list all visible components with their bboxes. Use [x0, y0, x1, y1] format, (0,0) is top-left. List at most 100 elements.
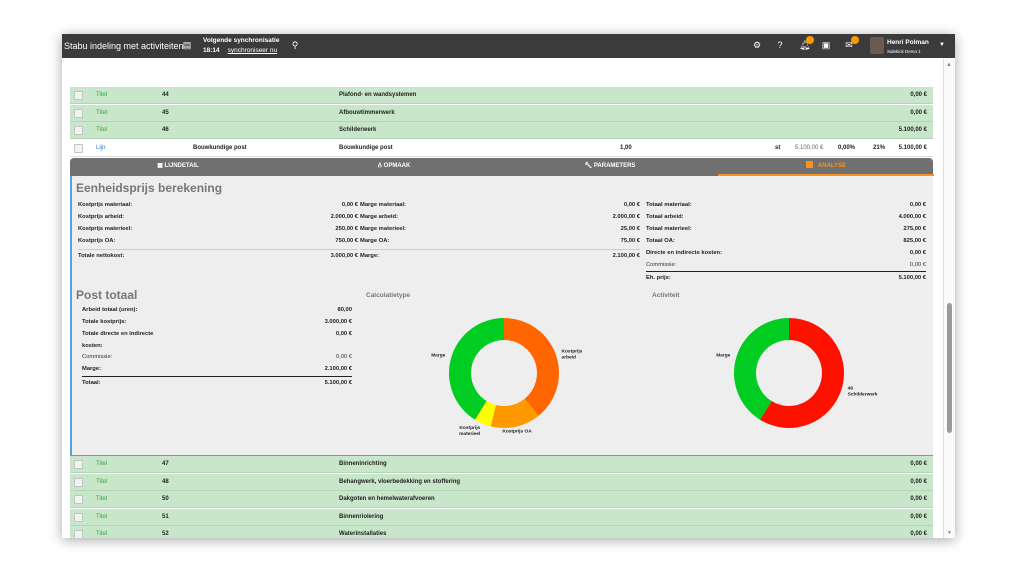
table-row[interactable]: Titel 45 Afbouwtimmerwerk 0,00 €	[70, 104, 933, 122]
row-checkbox[interactable]	[74, 495, 83, 504]
search-icon[interactable]: ⚲	[291, 40, 299, 50]
post-label-cont: kosten:	[82, 343, 103, 349]
row-type: Lijn	[96, 145, 106, 151]
kv-label: Kostprijs materiaal:	[78, 202, 133, 208]
chevron-down-icon[interactable]: ▼	[939, 42, 945, 48]
row-checkbox[interactable]	[74, 91, 83, 100]
kv-row: Marge arbeid: 2.000,00 €	[360, 211, 640, 223]
scroll-up-icon[interactable]: ▲	[946, 62, 952, 68]
row-checkbox[interactable]	[74, 108, 83, 118]
app-window: Stabu indeling met activiteiten ▤ Volgen…	[62, 34, 955, 538]
tab-label: LIJNDETAIL	[164, 163, 199, 169]
row-type: Titel	[96, 478, 108, 485]
sync-now-link[interactable]: synchroniseer nu	[227, 47, 278, 54]
row-total: 0,00 €	[910, 531, 927, 537]
kv-value: 2.000,00 €	[330, 214, 358, 220]
donut-slice[interactable]	[733, 318, 789, 420]
row-number: 51	[162, 513, 169, 520]
kv-row: Marge OA: 75,00 €	[360, 235, 640, 247]
budget-table: Titel 44 Plafond- en wandsystemen 0,00 €…	[62, 58, 943, 538]
row-total: 0,00 €	[910, 109, 927, 116]
post-row: Totaal: 5.100,00 €	[82, 376, 352, 388]
post-label: Totaal:	[82, 380, 101, 386]
row-type: Titel	[96, 496, 108, 502]
scrollbar[interactable]: ▲ ▼	[943, 58, 955, 538]
row-unit: st	[775, 145, 781, 151]
app-title: Stabu indeling met activiteiten	[64, 41, 184, 51]
kv-value: 5.100,00 €	[898, 275, 926, 281]
donut-charts: Kostprijs arbeid Kostprijs OA Kostprijs mate…	[431, 318, 878, 437]
kv-value: 275,00 €	[903, 226, 926, 232]
row-checkbox[interactable]	[74, 144, 83, 153]
book-icon[interactable]: ▤	[182, 40, 192, 50]
kv-row: Kostprijs OA: 750,00 €	[78, 235, 358, 247]
tab-label: OPMAAK	[383, 163, 411, 169]
notification-badge	[806, 36, 814, 44]
post-row: Totale kostprijs: 3.000,00 €	[82, 316, 352, 328]
row-total: 0,00 €	[910, 513, 927, 520]
inbox-badge	[851, 36, 859, 44]
post-row: Marge: 2.100,00 €	[82, 363, 352, 375]
table-row[interactable]: Titel 51 Binnenriolering 0,00 €	[70, 508, 933, 526]
chart-icon	[805, 161, 813, 168]
tab-label: ANALYSE	[817, 163, 847, 169]
row-total: 5.100,00 €	[898, 127, 927, 133]
donut-slice[interactable]	[504, 318, 559, 416]
slice-label: Marge	[716, 352, 730, 358]
tab-opmaak[interactable]: A̲ OPMAAK	[286, 158, 502, 176]
row-checkbox[interactable]	[74, 460, 83, 469]
tab-parameters[interactable]: 🔧︎ PARAMETERS	[502, 158, 718, 176]
row-desc: Schilderwerk	[339, 127, 377, 133]
scroll-down-icon[interactable]: ▼	[947, 530, 952, 536]
donut-slice[interactable]	[448, 318, 504, 420]
scrollbar-thumb[interactable]	[947, 303, 952, 433]
avatar[interactable]	[870, 37, 884, 54]
post-value: 5.100,00 €	[324, 380, 352, 386]
donut-slice[interactable]	[475, 401, 496, 427]
post-row: Arbeid totaal (uren): 80,00	[82, 304, 352, 316]
row-checkbox[interactable]	[74, 512, 83, 522]
row-number: 45	[162, 109, 169, 116]
kv-value: 2.100,00 €	[612, 253, 640, 259]
kv-value: 4.000,00 €	[898, 214, 926, 220]
bell-icon[interactable]: 🔔︎	[799, 36, 814, 50]
row-desc: Binnenriolering	[339, 513, 384, 520]
row-desc: Plafond- en wandsystemen	[339, 92, 417, 98]
tab-lijndetail[interactable]: ▦ LIJNDETAIL	[70, 158, 286, 176]
kv-row: Kostprijs arbeid: 2.000,00 €	[78, 211, 358, 223]
row-checkbox[interactable]	[74, 477, 83, 487]
user-menu[interactable]: Henri Polman Sidekick Demo 1	[887, 38, 929, 56]
kv-value: 25,00 €	[620, 226, 640, 232]
kv-value: 3.000,00 €	[330, 253, 358, 259]
table-row[interactable]: Titel 44 Plafond- en wandsystemen 0,00 €	[70, 87, 933, 104]
tab-analyse[interactable]: ANALYSE	[718, 158, 934, 176]
table-row-lijn[interactable]: Lijn Bouwkundige post Bouwkundige post 1…	[70, 140, 933, 157]
kv-label: Totaal arbeid:	[646, 214, 684, 220]
table-row[interactable]: Titel 50 Dakgoten en hemelwaterafvoeren …	[70, 491, 933, 508]
row-checkbox[interactable]	[74, 126, 83, 135]
gear-icon[interactable]: ⚙	[752, 40, 762, 50]
kv-label: Marge:	[360, 253, 380, 259]
chart-title-activiteit: Activiteit	[652, 292, 680, 299]
row-number: 47	[162, 461, 169, 467]
row-total: 0,00 €	[910, 461, 927, 467]
kv-value: 0,00 €	[909, 250, 926, 256]
post-value: 80,00	[337, 307, 352, 313]
table-row[interactable]: Titel 46 Schilderwerk 5.100,00 €	[70, 122, 933, 139]
kv-value: 2.000,00 €	[612, 214, 640, 220]
table-row[interactable]: Titel 47 Binneninrichting 0,00 €	[70, 456, 933, 473]
kv-label: Totale nettokost:	[78, 253, 125, 259]
donut-slice[interactable]	[760, 318, 844, 428]
kv-value: 0,00 €	[909, 262, 926, 268]
row-vat: 21%	[873, 145, 886, 151]
table-row[interactable]: Titel 48 Behangwerk, vloerbedekking en s…	[70, 473, 933, 491]
inbox-icon[interactable]: ✉	[844, 36, 859, 50]
row-number: 48	[162, 478, 169, 485]
clipboard-icon[interactable]: ▣	[821, 40, 831, 50]
help-icon[interactable]: ?	[777, 40, 783, 50]
row-type: Titel	[96, 531, 108, 537]
post-label: Totale directe en indirecte	[82, 331, 154, 337]
donut-slice[interactable]	[490, 398, 539, 428]
row-checkbox[interactable]	[74, 530, 83, 538]
table-row[interactable]: Titel 52 Waterinstallaties 0,00 €	[70, 526, 933, 538]
